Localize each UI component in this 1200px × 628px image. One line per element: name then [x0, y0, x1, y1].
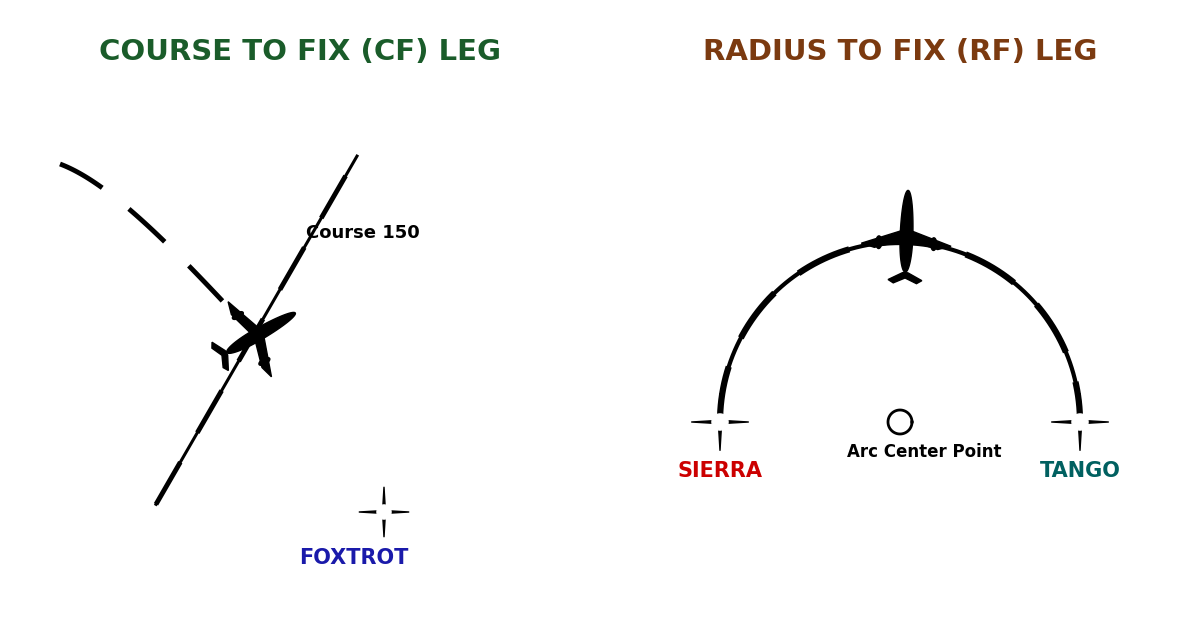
Text: TANGO: TANGO: [1039, 461, 1121, 481]
Polygon shape: [888, 273, 922, 284]
Polygon shape: [228, 301, 271, 377]
Polygon shape: [227, 312, 295, 354]
Polygon shape: [876, 236, 882, 249]
Polygon shape: [1051, 393, 1109, 451]
Polygon shape: [862, 227, 952, 249]
Polygon shape: [212, 342, 228, 371]
Text: RADIUS TO FIX (RF) LEG: RADIUS TO FIX (RF) LEG: [703, 38, 1097, 66]
Polygon shape: [259, 357, 270, 365]
Text: FOXTROT: FOXTROT: [299, 548, 409, 568]
Text: SIERRA: SIERRA: [678, 461, 762, 481]
Text: COURSE TO FIX (CF) LEG: COURSE TO FIX (CF) LEG: [98, 38, 502, 66]
Polygon shape: [233, 311, 244, 320]
Polygon shape: [900, 190, 913, 272]
Text: Course 150: Course 150: [306, 224, 420, 242]
Polygon shape: [1072, 414, 1088, 430]
Polygon shape: [359, 487, 409, 537]
Polygon shape: [712, 414, 728, 430]
Text: Arc Center Point: Arc Center Point: [847, 443, 1001, 461]
Polygon shape: [691, 393, 749, 451]
Polygon shape: [931, 238, 936, 251]
Polygon shape: [377, 505, 391, 519]
